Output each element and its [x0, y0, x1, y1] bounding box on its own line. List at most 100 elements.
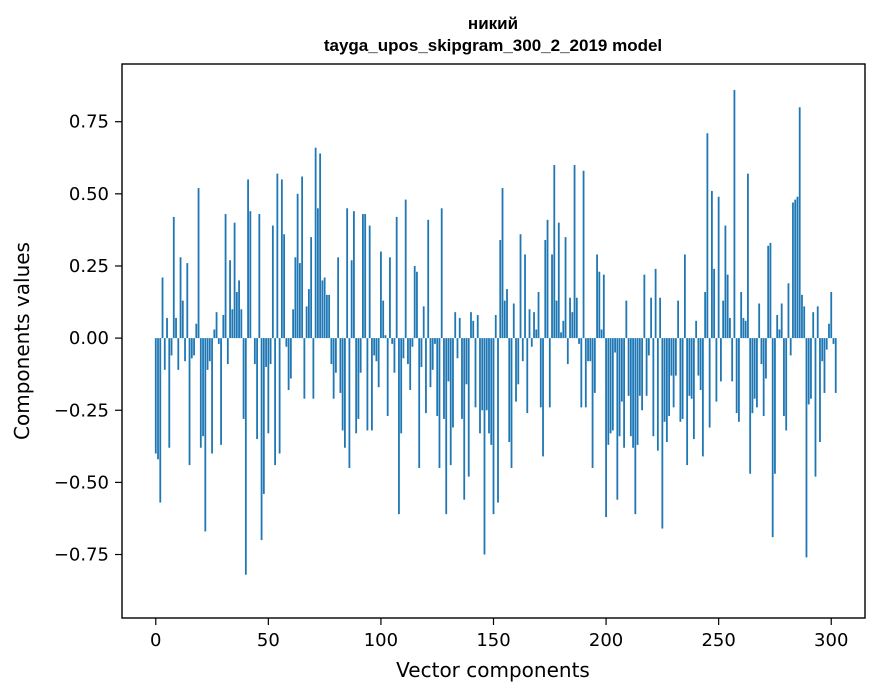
- bar-102: [384, 335, 387, 339]
- bar-17: [193, 338, 195, 356]
- bar-156: [506, 289, 508, 339]
- y-tick-label: 0.50: [69, 184, 109, 205]
- bar-98: [375, 338, 378, 362]
- x-tick-label: 150: [476, 630, 510, 651]
- bar-280: [785, 338, 788, 431]
- bar-168: [533, 312, 535, 339]
- bar-61: [292, 309, 295, 339]
- bar-21: [202, 338, 204, 437]
- bar-171: [539, 338, 542, 408]
- bar-169: [535, 329, 538, 339]
- bar-46: [258, 214, 261, 339]
- bar-36: [235, 291, 238, 339]
- bar-76: [325, 294, 328, 339]
- bars-group: [154, 89, 837, 575]
- bar-152: [497, 338, 499, 503]
- bar-236: [686, 338, 689, 466]
- bar-2: [159, 338, 162, 503]
- bar-139: [467, 338, 470, 477]
- bar-67: [305, 306, 308, 339]
- bar-16: [190, 338, 193, 359]
- bar-9: [175, 317, 177, 339]
- bar-228: [668, 338, 671, 417]
- bar-214: [636, 338, 639, 445]
- bar-129: [445, 338, 448, 515]
- bar-111: [404, 199, 407, 339]
- bar-141: [472, 320, 475, 339]
- bar-80: [334, 338, 337, 373]
- bar-154: [501, 188, 504, 339]
- bar-275: [774, 338, 776, 474]
- bar-157: [508, 338, 511, 442]
- bar-77: [328, 294, 331, 339]
- bar-15: [188, 338, 191, 466]
- bar-40: [244, 338, 247, 575]
- bar-155: [503, 300, 506, 339]
- bar-114: [411, 338, 414, 347]
- bar-6: [168, 338, 171, 448]
- bar-268: [758, 303, 761, 339]
- bar-232: [677, 300, 680, 339]
- bar-57: [283, 234, 286, 339]
- bar-85: [346, 208, 349, 339]
- bar-258: [735, 338, 738, 414]
- bar-69: [310, 237, 313, 339]
- bar-120: [425, 338, 427, 414]
- bar-86: [348, 338, 351, 468]
- bar-118: [420, 338, 423, 367]
- bar-49: [265, 338, 267, 367]
- bar-212: [632, 338, 634, 448]
- bar-11: [179, 257, 182, 339]
- bar-178: [555, 300, 558, 339]
- bar-248: [713, 268, 716, 339]
- bar-293: [814, 338, 817, 477]
- bar-256: [731, 338, 734, 382]
- bar-124: [434, 338, 436, 344]
- bar-188: [578, 338, 580, 344]
- bar-142: [474, 338, 477, 408]
- bar-245: [706, 133, 709, 339]
- bar-0: [154, 338, 157, 454]
- bar-35: [233, 222, 236, 339]
- bar-254: [726, 274, 729, 339]
- bar-180: [560, 332, 562, 339]
- bar-177: [553, 164, 556, 339]
- bar-195: [593, 338, 596, 393]
- bar-89: [355, 338, 358, 434]
- bar-104: [389, 257, 391, 339]
- bar-81: [337, 257, 340, 339]
- bar-282: [789, 338, 792, 356]
- bar-136: [461, 338, 463, 419]
- bar-230: [672, 338, 675, 408]
- bar-299: [828, 323, 830, 339]
- bar-19: [197, 188, 200, 339]
- bar-206: [618, 338, 621, 437]
- bar-66: [303, 338, 306, 399]
- bar-213: [634, 338, 637, 515]
- bar-229: [670, 338, 673, 376]
- bar-53: [274, 338, 276, 466]
- bar-123: [431, 338, 434, 370]
- bar-23: [206, 338, 209, 370]
- bar-276: [776, 315, 779, 339]
- x-tick-label: 200: [589, 630, 623, 651]
- bar-133: [454, 312, 457, 339]
- bar-47: [260, 338, 263, 541]
- bar-221: [652, 338, 655, 437]
- bar-147: [485, 338, 488, 411]
- y-axis-ticks: −0.75 −0.50 −0.25 0.00 0.25 0.50 0.75: [54, 112, 122, 566]
- y-tick-label: −0.75: [54, 545, 109, 566]
- bar-34: [231, 309, 234, 339]
- bar-166: [528, 309, 531, 339]
- bar-296: [821, 338, 824, 362]
- bar-162: [519, 234, 522, 339]
- bar-73: [319, 153, 322, 339]
- bar-199: [602, 274, 605, 339]
- bar-207: [620, 338, 623, 402]
- bar-170: [537, 291, 540, 339]
- bar-26: [213, 329, 216, 339]
- bar-99: [377, 338, 380, 388]
- bar-62: [294, 257, 297, 339]
- bar-273: [769, 242, 772, 339]
- bar-218: [645, 338, 648, 396]
